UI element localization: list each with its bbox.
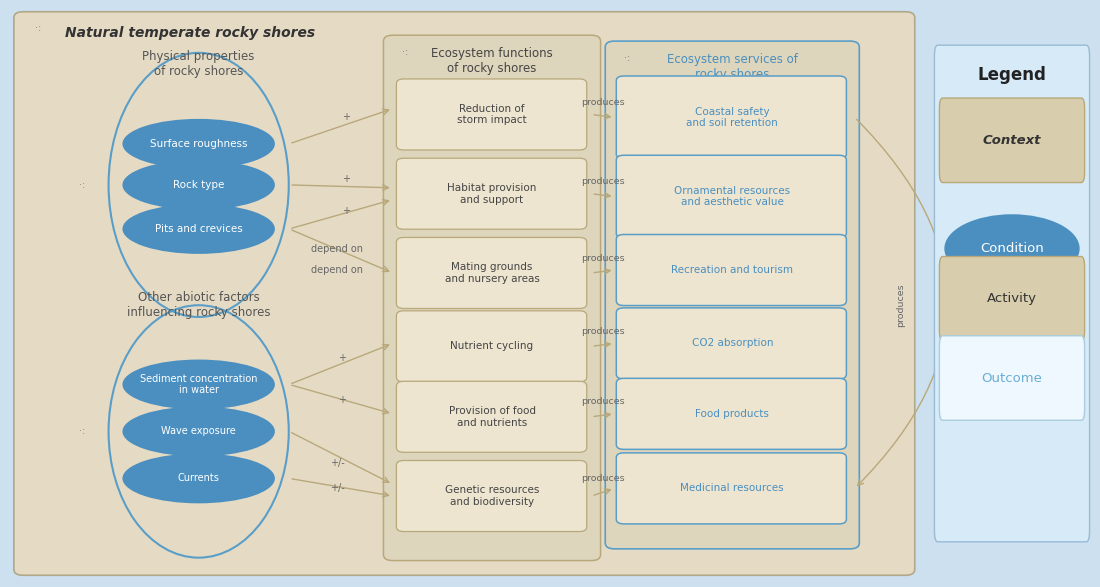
Text: Nutrient cycling: Nutrient cycling bbox=[451, 341, 534, 352]
Text: Recreation and tourism: Recreation and tourism bbox=[671, 265, 793, 275]
Text: Habitat provision
and support: Habitat provision and support bbox=[448, 183, 537, 204]
Text: Sediment concentration
in water: Sediment concentration in water bbox=[140, 374, 257, 395]
Text: Rock type: Rock type bbox=[173, 180, 224, 190]
Text: Activity: Activity bbox=[987, 292, 1037, 305]
Text: +/-: +/- bbox=[330, 457, 344, 468]
Text: +: + bbox=[342, 174, 351, 184]
Ellipse shape bbox=[122, 406, 275, 457]
FancyBboxPatch shape bbox=[939, 98, 1085, 183]
FancyBboxPatch shape bbox=[605, 41, 859, 549]
FancyBboxPatch shape bbox=[14, 12, 915, 575]
Text: Other abiotic factors
influencing rocky shores: Other abiotic factors influencing rocky … bbox=[126, 291, 271, 319]
Text: produces: produces bbox=[581, 327, 625, 336]
Text: Condition: Condition bbox=[980, 242, 1044, 255]
Text: Ecosystem functions
of rocky shores: Ecosystem functions of rocky shores bbox=[431, 47, 553, 75]
Text: Medicinal resources: Medicinal resources bbox=[681, 483, 784, 494]
Ellipse shape bbox=[122, 160, 275, 210]
Text: Coastal safety
and soil retention: Coastal safety and soil retention bbox=[686, 107, 778, 128]
Ellipse shape bbox=[122, 359, 275, 410]
Text: +: + bbox=[338, 395, 345, 406]
Text: ·:: ·: bbox=[78, 180, 85, 190]
Text: Outcome: Outcome bbox=[981, 372, 1043, 384]
Ellipse shape bbox=[122, 119, 275, 169]
Text: Pits and crevices: Pits and crevices bbox=[155, 224, 242, 234]
Text: Physical properties
of rocky shores: Physical properties of rocky shores bbox=[143, 50, 255, 78]
Text: produces: produces bbox=[581, 98, 625, 107]
Text: ·:: ·: bbox=[402, 47, 408, 57]
FancyBboxPatch shape bbox=[939, 336, 1085, 420]
Text: depend on: depend on bbox=[311, 265, 363, 275]
Text: Context: Context bbox=[982, 134, 1042, 147]
FancyBboxPatch shape bbox=[616, 155, 846, 238]
Text: Wave exposure: Wave exposure bbox=[162, 426, 236, 437]
Ellipse shape bbox=[122, 204, 275, 254]
FancyBboxPatch shape bbox=[616, 234, 846, 305]
Text: ·:: ·: bbox=[35, 23, 42, 33]
Text: Legend: Legend bbox=[978, 66, 1046, 85]
Text: Surface roughness: Surface roughness bbox=[150, 139, 248, 149]
FancyBboxPatch shape bbox=[396, 382, 586, 452]
Text: Natural temperate rocky shores: Natural temperate rocky shores bbox=[65, 26, 315, 41]
Text: Ornamental resources
and aesthetic value: Ornamental resources and aesthetic value bbox=[674, 186, 790, 207]
Text: Food products: Food products bbox=[695, 409, 769, 419]
FancyBboxPatch shape bbox=[396, 79, 586, 150]
Text: Reduction of
storm impact: Reduction of storm impact bbox=[458, 104, 527, 125]
FancyBboxPatch shape bbox=[616, 76, 846, 158]
Text: depend on: depend on bbox=[311, 244, 363, 255]
Text: produces: produces bbox=[581, 397, 625, 406]
Text: ·:: ·: bbox=[78, 426, 85, 437]
FancyBboxPatch shape bbox=[396, 311, 586, 382]
FancyBboxPatch shape bbox=[616, 379, 846, 450]
FancyBboxPatch shape bbox=[396, 158, 586, 229]
Text: Mating grounds
and nursery areas: Mating grounds and nursery areas bbox=[444, 262, 539, 284]
Text: +: + bbox=[338, 353, 345, 363]
Text: produces: produces bbox=[581, 254, 625, 262]
FancyBboxPatch shape bbox=[616, 308, 846, 379]
FancyBboxPatch shape bbox=[396, 460, 586, 532]
Text: +: + bbox=[342, 206, 351, 217]
FancyBboxPatch shape bbox=[384, 35, 601, 561]
Ellipse shape bbox=[944, 214, 1080, 283]
Text: Provision of food
and nutrients: Provision of food and nutrients bbox=[449, 406, 536, 427]
Ellipse shape bbox=[122, 453, 275, 504]
FancyBboxPatch shape bbox=[396, 237, 586, 309]
Text: Currents: Currents bbox=[178, 473, 220, 484]
FancyBboxPatch shape bbox=[935, 45, 1089, 542]
Text: produces: produces bbox=[896, 284, 905, 327]
FancyBboxPatch shape bbox=[939, 257, 1085, 341]
Text: produces: produces bbox=[581, 177, 625, 187]
Text: ·:: ·: bbox=[624, 53, 630, 63]
FancyBboxPatch shape bbox=[616, 453, 846, 524]
Text: +/-: +/- bbox=[330, 483, 344, 494]
Text: Genetic resources
and biodiversity: Genetic resources and biodiversity bbox=[444, 485, 539, 507]
Text: Ecosystem services of
rocky shores: Ecosystem services of rocky shores bbox=[667, 53, 798, 81]
Text: +: + bbox=[342, 112, 351, 123]
Text: produces: produces bbox=[581, 474, 625, 484]
Text: CO2 absorption: CO2 absorption bbox=[692, 338, 773, 349]
